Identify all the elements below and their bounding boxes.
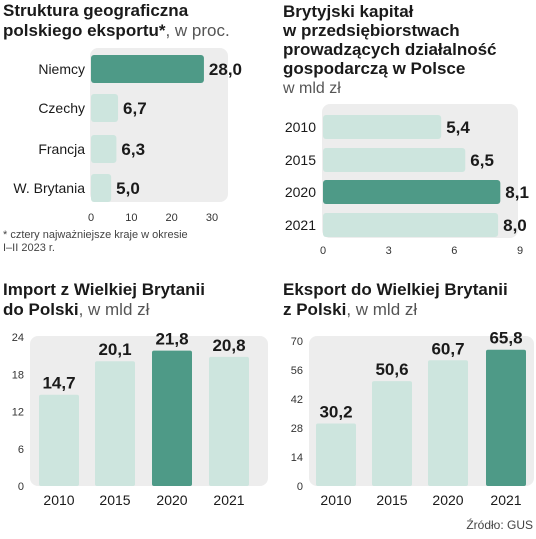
data-label: 8,1 — [505, 183, 529, 202]
tick-label: 6 — [451, 245, 457, 257]
data-label: 65,8 — [489, 329, 522, 348]
data-label: 30,2 — [319, 402, 352, 421]
data-label: 6,7 — [123, 99, 147, 118]
data-label: 6,5 — [470, 151, 494, 170]
chart-title-line: gospodarczą w Polsce — [283, 59, 465, 78]
category-label: 2010 — [320, 492, 351, 508]
footnote: I–II 2023 r. — [3, 242, 55, 254]
bar — [209, 356, 249, 486]
tick-label: 0 — [88, 212, 94, 224]
chart-panel — [309, 336, 534, 486]
tick-label: 9 — [517, 245, 523, 257]
tick-label: 3 — [386, 245, 392, 257]
bar — [323, 115, 442, 139]
chart-title: Import z Wielkiej Brytanii do Polski, w m… — [3, 280, 205, 319]
category-label: 2020 — [285, 184, 316, 200]
chart-title-line: w przedsiębiorstwach — [282, 21, 460, 40]
tick-label: 30 — [206, 212, 218, 224]
data-label: 14,7 — [42, 374, 75, 393]
bar — [372, 381, 412, 486]
bar — [39, 394, 79, 486]
chart-title: Eksport do Wielkiej Brytanii z Polski, w … — [283, 280, 508, 319]
tick-label: 42 — [291, 394, 303, 406]
bar — [323, 213, 499, 237]
chart-title-line: Struktura geograficzna — [3, 1, 189, 20]
data-label: 5,0 — [116, 179, 140, 198]
category-label: 2015 — [99, 492, 130, 508]
chart-title-line: polskiego eksportu* — [3, 21, 166, 40]
bar — [428, 360, 468, 486]
category-label: Czechy — [38, 100, 85, 116]
tick-label: 0 — [320, 245, 326, 257]
bar — [95, 361, 135, 486]
chart-panel — [30, 336, 268, 486]
category-label: 2021 — [285, 217, 316, 233]
data-label: 8,0 — [503, 216, 527, 235]
data-label: 20,1 — [98, 340, 131, 359]
tick-label: 18 — [12, 369, 24, 381]
chart-unit: , w mld zł — [346, 300, 417, 319]
bar — [91, 135, 117, 163]
category-label: 2021 — [213, 492, 244, 508]
data-label: 60,7 — [431, 339, 464, 358]
category-label: 2010 — [43, 492, 74, 508]
data-label: 20,8 — [212, 336, 245, 355]
tick-label: 0 — [297, 481, 303, 493]
footnote: * cztery najważniejsze kraje w okresie — [3, 229, 188, 241]
bar — [316, 423, 356, 486]
data-label: 28,0 — [209, 60, 242, 79]
data-label: 50,6 — [375, 360, 408, 379]
chart-import-from-uk: Import z Wielkiej Brytanii do Polski, w m… — [3, 280, 268, 508]
category-label: Francja — [38, 141, 85, 157]
tick-label: 56 — [291, 365, 303, 377]
chart-export-structure: Struktura geograficzna polskiego eksportu… — [3, 1, 242, 254]
chart-title: Struktura geograficzna polskiego eksportu… — [3, 1, 230, 40]
bar — [91, 94, 119, 122]
tick-label: 24 — [12, 332, 24, 344]
chart-title: Brytyjski kapitał w przedsiębiorstwach pro… — [282, 2, 497, 78]
chart-british-capital: Brytyjski kapitał w przedsiębiorstwach pro… — [282, 2, 529, 257]
chart-title-line: Import z Wielkiej Brytanii — [3, 280, 205, 299]
tick-label: 6 — [18, 444, 24, 456]
chart-title-line: z Polski — [283, 300, 346, 319]
tick-label: 0 — [18, 481, 24, 493]
chart-title-line: do Polski — [3, 300, 79, 319]
bar — [91, 174, 112, 202]
chart-unit: w mld zł — [282, 80, 341, 97]
category-label: 2010 — [285, 119, 316, 135]
category-label: 2021 — [490, 492, 521, 508]
bar — [323, 180, 501, 204]
category-label: 2015 — [285, 152, 316, 168]
category-label: 2020 — [156, 492, 187, 508]
tick-label: 14 — [291, 452, 303, 464]
data-label: 5,4 — [446, 118, 470, 137]
chart-panel — [90, 48, 228, 202]
chart-title-line: Eksport do Wielkiej Brytanii — [283, 280, 508, 299]
bar — [486, 349, 526, 486]
chart-unit: , w mld zł — [79, 300, 150, 319]
data-label: 21,8 — [155, 330, 188, 349]
category-label: Niemcy — [38, 61, 85, 77]
source-note: Źródło: GUS — [466, 517, 533, 532]
category-label: W. Brytania — [13, 180, 85, 196]
chart-title-line: Brytyjski kapitał — [283, 2, 414, 21]
bar — [152, 350, 192, 486]
category-label: 2015 — [376, 492, 407, 508]
data-label: 6,3 — [121, 140, 145, 159]
tick-label: 28 — [291, 423, 303, 435]
tick-label: 12 — [12, 407, 24, 419]
bar — [91, 55, 204, 83]
tick-label: 20 — [166, 212, 178, 224]
bar — [323, 148, 466, 172]
chart-unit: , w proc. — [165, 21, 229, 40]
chart-export-to-uk: Eksport do Wielkiej Brytanii z Polski, w … — [283, 280, 534, 508]
chart-title-line: prowadzących działalność — [283, 40, 497, 59]
tick-label: 70 — [291, 336, 303, 348]
tick-label: 10 — [125, 212, 137, 224]
category-label: 2020 — [432, 492, 463, 508]
